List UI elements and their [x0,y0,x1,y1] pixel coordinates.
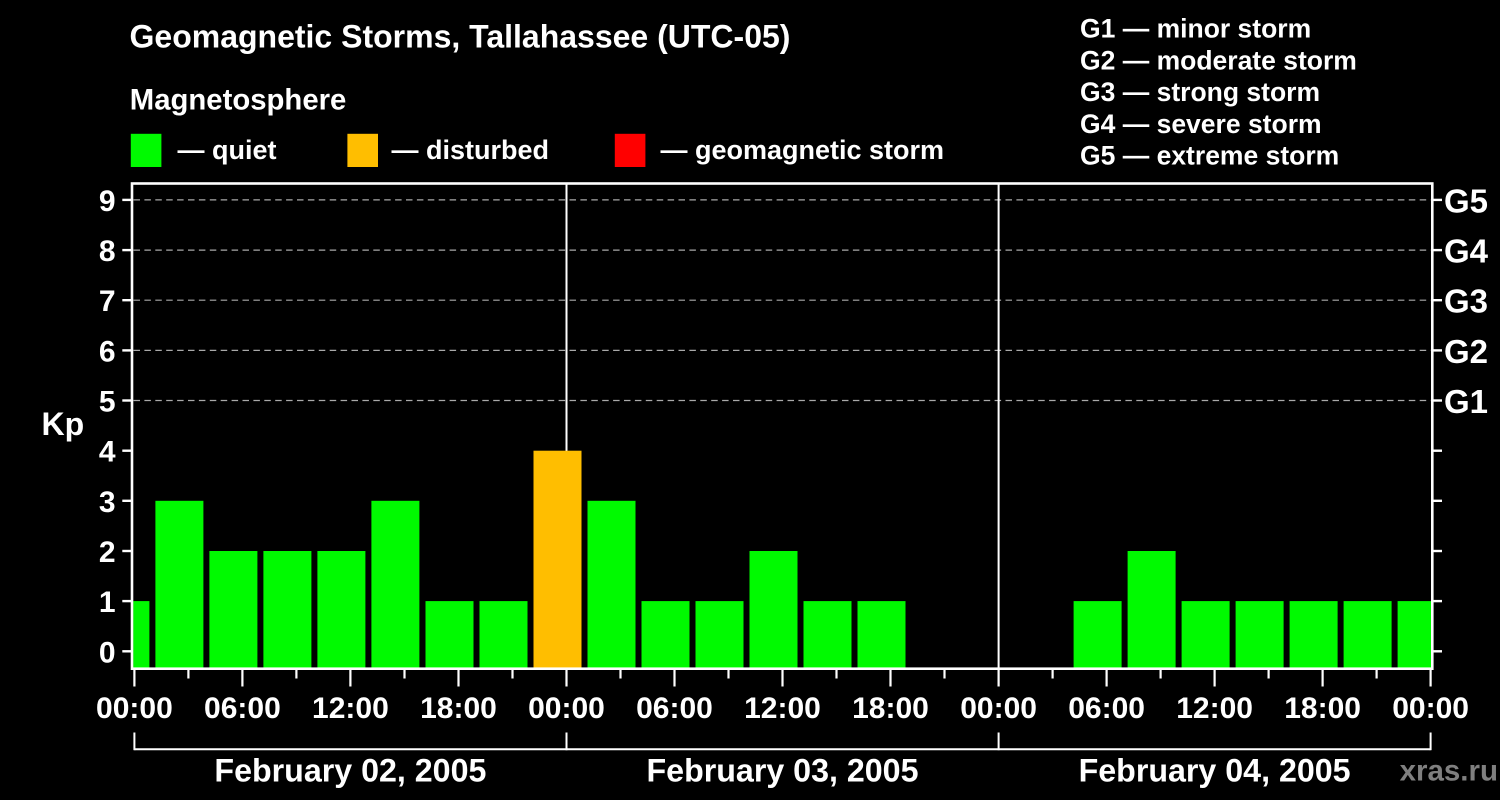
svg-text:0: 0 [99,636,116,669]
svg-text:G2 — moderate storm: G2 — moderate storm [1080,45,1357,75]
svg-text:G3: G3 [1444,283,1488,320]
svg-text:G4 — severe storm: G4 — severe storm [1080,109,1322,139]
svg-text:06:00: 06:00 [636,692,713,725]
svg-text:Geomagnetic Storms, Tallahasse: Geomagnetic Storms, Tallahassee (UTC-05) [130,18,791,54]
svg-text:3: 3 [99,486,116,519]
svg-text:5: 5 [99,386,116,419]
svg-text:— disturbed: — disturbed [392,135,550,165]
svg-text:00:00: 00:00 [96,692,173,725]
svg-text:06:00: 06:00 [1068,692,1145,725]
svg-text:12:00: 12:00 [1176,692,1253,725]
svg-text:G1: G1 [1444,383,1488,420]
svg-text:4: 4 [99,436,116,469]
svg-text:00:00: 00:00 [528,692,605,725]
svg-text:18:00: 18:00 [420,692,497,725]
svg-text:xras.ru: xras.ru [1400,755,1498,788]
svg-text:1: 1 [99,586,116,619]
svg-text:February 02, 2005: February 02, 2005 [214,753,486,789]
svg-text:7: 7 [99,285,116,318]
svg-text:— geomagnetic storm: — geomagnetic storm [661,135,945,165]
svg-text:G4: G4 [1444,233,1489,270]
svg-text:12:00: 12:00 [312,692,389,725]
svg-text:18:00: 18:00 [1284,692,1361,725]
svg-text:2: 2 [99,536,116,569]
svg-text:February 03, 2005: February 03, 2005 [647,753,919,789]
svg-text:6: 6 [99,335,116,368]
svg-text:G3 — strong storm: G3 — strong storm [1080,77,1320,107]
svg-text:Magnetosphere: Magnetosphere [130,84,347,117]
svg-text:12:00: 12:00 [744,692,821,725]
svg-text:00:00: 00:00 [960,692,1037,725]
svg-text:G1 — minor storm: G1 — minor storm [1080,14,1311,44]
svg-text:9: 9 [99,185,116,218]
svg-text:G5: G5 [1444,182,1488,219]
svg-text:06:00: 06:00 [204,692,281,725]
svg-text:G2: G2 [1444,333,1488,370]
svg-text:— quiet: — quiet [178,135,277,165]
svg-text:G5 — extreme storm: G5 — extreme storm [1080,141,1339,171]
svg-text:February 04, 2005: February 04, 2005 [1079,753,1351,789]
svg-text:18:00: 18:00 [852,692,929,725]
svg-text:8: 8 [99,235,116,268]
svg-text:00:00: 00:00 [1392,692,1469,725]
svg-text:Kp: Kp [42,406,85,442]
